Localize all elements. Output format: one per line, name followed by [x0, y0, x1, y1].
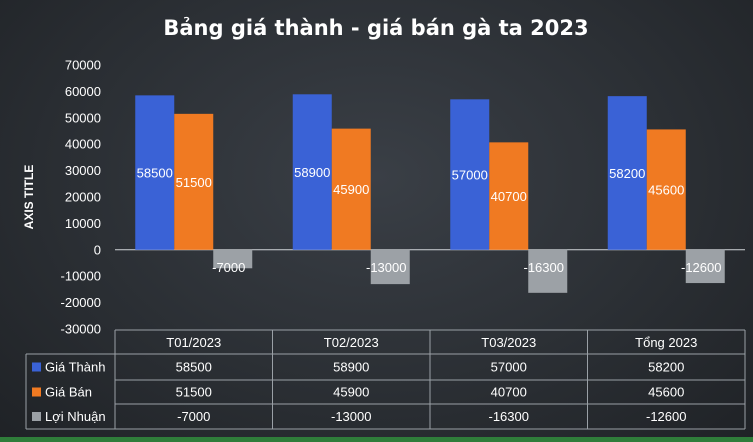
table-cell: -16300 — [489, 409, 529, 424]
bar — [450, 99, 490, 250]
bar — [292, 94, 332, 250]
table-cell: -7000 — [177, 409, 210, 424]
data-label: 40700 — [491, 189, 527, 204]
bar — [646, 129, 686, 250]
y-tick-label: 20000 — [65, 190, 101, 205]
y-tick-label: -20000 — [61, 295, 101, 310]
x-category-label: T03/2023 — [481, 335, 536, 350]
y-tick-label: 10000 — [65, 216, 101, 231]
y-tick-label: -10000 — [61, 269, 101, 284]
data-label: -13000 — [366, 260, 406, 275]
legend-key — [32, 362, 41, 372]
y-tick-label: 60000 — [65, 84, 101, 99]
y-tick-label: 70000 — [65, 58, 101, 73]
data-label: 58500 — [137, 166, 173, 181]
data-label: -16300 — [524, 260, 564, 275]
table-cell: -12600 — [646, 409, 686, 424]
x-category-label: T02/2023 — [324, 335, 379, 350]
table-cell: 45900 — [333, 385, 369, 400]
bar — [331, 128, 371, 250]
y-axis-title: AXIS TITLE — [22, 165, 36, 230]
bar — [607, 96, 647, 250]
y-tick-label: 40000 — [65, 137, 101, 152]
x-category-label: T01/2023 — [166, 335, 221, 350]
bottom-accent-bar — [0, 437, 753, 442]
bar — [528, 249, 568, 293]
legend-label: Giá Thành — [45, 360, 105, 375]
bar — [213, 249, 253, 269]
bar — [685, 249, 725, 284]
bar — [489, 142, 529, 250]
table-cell: 51500 — [176, 385, 212, 400]
table-cell: -13000 — [331, 409, 371, 424]
legend-key — [32, 387, 41, 397]
table-cell: 58200 — [648, 360, 684, 375]
data-label: 58200 — [609, 166, 645, 181]
table-cell: 45600 — [648, 385, 684, 400]
legend-label: Giá Bán — [45, 385, 92, 400]
data-label: 45600 — [648, 183, 684, 198]
data-label: 51500 — [176, 175, 212, 190]
y-tick-label: 0 — [94, 242, 101, 257]
data-label: 58900 — [294, 165, 330, 180]
bar — [174, 113, 214, 250]
data-label: 45900 — [333, 182, 369, 197]
bar — [370, 249, 410, 285]
y-tick-label: 30000 — [65, 163, 101, 178]
bar — [135, 95, 175, 250]
x-category-label: Tổng 2023 — [635, 335, 697, 350]
table-cell: 40700 — [491, 385, 527, 400]
table-cell: 57000 — [491, 360, 527, 375]
y-tick-label: 50000 — [65, 110, 101, 125]
table-cell: 58500 — [176, 360, 212, 375]
legend-label: Lợi Nhuận — [45, 409, 106, 424]
data-label: -12600 — [681, 260, 721, 275]
chart-title: Bảng giá thành - giá bán gà ta 2023 — [163, 16, 588, 40]
data-label: -7000 — [212, 260, 245, 275]
y-tick-label: -30000 — [61, 322, 101, 337]
legend-key — [32, 412, 41, 421]
table-cell: 58900 — [333, 360, 369, 375]
data-label: 57000 — [452, 168, 488, 183]
